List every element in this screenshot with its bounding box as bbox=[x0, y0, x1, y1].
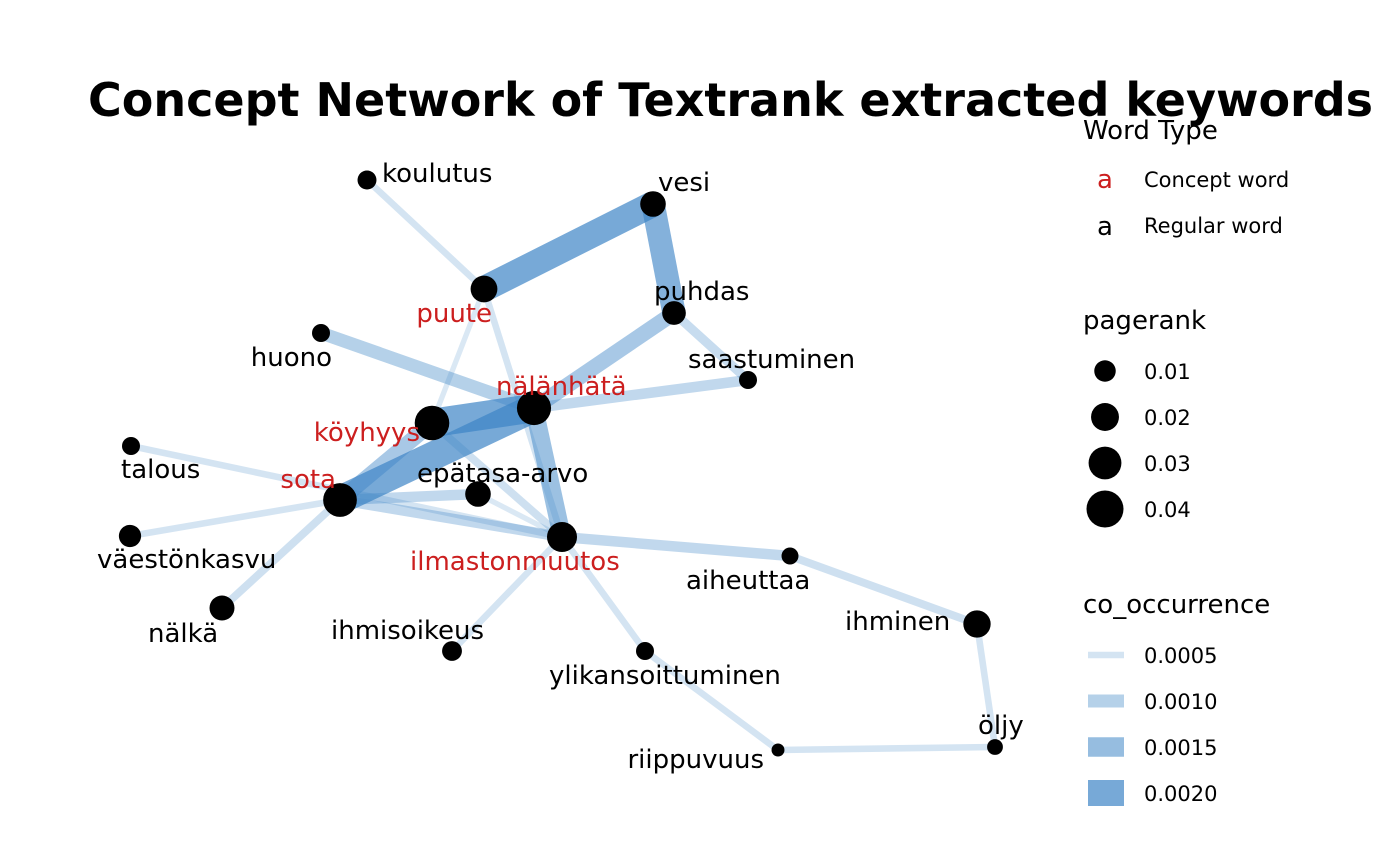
node-sota bbox=[323, 483, 357, 517]
edge-sota-nalka bbox=[219, 497, 343, 611]
legend-co-occurrence-label: 0.0005 bbox=[1144, 644, 1217, 668]
edge-epatasa-ilmasto bbox=[476, 491, 564, 540]
legend: Word Type a Concept word a Regular word … bbox=[1083, 116, 1289, 806]
legend-co-occurrence-title: co_occurrence bbox=[1083, 590, 1270, 620]
node-label-koyhyys: köyhyys bbox=[314, 418, 420, 448]
node-label-aiheuttaa: aiheuttaa bbox=[686, 566, 810, 596]
legend-pagerank-dot bbox=[1094, 360, 1116, 382]
legend-pagerank-label: 0.02 bbox=[1144, 406, 1191, 430]
edge-puute-koyhyys bbox=[429, 288, 487, 424]
node-puute bbox=[470, 275, 498, 303]
node-label-puute: puute bbox=[416, 299, 492, 329]
legend-word-type: Word Type a Concept word a Regular word bbox=[1083, 116, 1289, 242]
edge-sota-koyhyys bbox=[334, 416, 438, 507]
edge-koulutus-puute bbox=[364, 177, 487, 292]
node-label-ilmasto: ilmastonmuutos bbox=[410, 547, 620, 577]
edge-koyhyys-ilmasto bbox=[429, 420, 565, 540]
edge-oljy-riippuvuus bbox=[777, 743, 996, 754]
node-ihminen bbox=[963, 610, 991, 638]
node-vaestonkasvu bbox=[118, 524, 142, 548]
node-riippuvuus bbox=[771, 743, 785, 757]
legend-co-occurrence-label: 0.0020 bbox=[1144, 782, 1217, 806]
edge-ilmasto-ylikansoittuminen bbox=[559, 535, 648, 653]
legend-co-occurrence-label: 0.0015 bbox=[1144, 736, 1217, 760]
edge-nalanhata-saastuminen bbox=[533, 374, 749, 414]
legend-word-type-title: Word Type bbox=[1083, 116, 1218, 146]
edge-sota-ilmasto bbox=[339, 494, 563, 543]
node-label-talous: talous bbox=[121, 455, 200, 485]
edge-sota-nalanhata bbox=[333, 395, 541, 513]
legend-pagerank-label: 0.03 bbox=[1144, 452, 1191, 476]
legend-concept-glyph: a bbox=[1097, 165, 1113, 195]
node-label-ylikansoittuminen: ylikansoittuminen bbox=[549, 661, 781, 691]
figure-title: Concept Network of Textrank extracted ke… bbox=[88, 73, 1373, 127]
legend-regular-glyph: a bbox=[1097, 212, 1113, 242]
node-nalka bbox=[209, 595, 235, 621]
node-huono bbox=[312, 324, 330, 342]
edge-nalanhata-ilmasto bbox=[525, 406, 571, 539]
node-label-sota: sota bbox=[280, 465, 336, 495]
legend-pagerank-items: 0.01 0.02 0.03 0.04 bbox=[1086, 360, 1191, 528]
node-label-epatasa: epätasa-arvo bbox=[417, 459, 588, 489]
edge-ilmasto-ihmisoikeus bbox=[449, 534, 565, 654]
node-label-ihmisoikeus: ihmisoikeus bbox=[331, 616, 484, 646]
legend-pagerank-dot bbox=[1088, 446, 1122, 480]
legend-regular-label: Regular word bbox=[1144, 214, 1283, 238]
node-koulutus bbox=[357, 170, 377, 190]
legend-pagerank-title: pagerank bbox=[1083, 306, 1206, 336]
node-label-nalanhata: nälänhätä bbox=[496, 372, 627, 402]
edge-puhdas-saastuminen bbox=[670, 309, 752, 384]
node-label-nalka: nälkä bbox=[148, 619, 218, 649]
node-label-vaestonkasvu: väestönkasvu bbox=[97, 545, 276, 575]
node-talous bbox=[122, 437, 140, 455]
edge-sota-epatasa bbox=[339, 488, 479, 506]
node-label-oljy: öljy bbox=[978, 711, 1024, 741]
node-oljy bbox=[987, 739, 1003, 755]
node-puhdas bbox=[662, 301, 686, 325]
node-ylikansoittuminen bbox=[636, 642, 654, 660]
edge-vesi-puhdas bbox=[641, 201, 686, 316]
node-nalanhata bbox=[516, 390, 552, 426]
edge-puute-vesi bbox=[478, 192, 659, 301]
node-label-huono: huono bbox=[251, 343, 332, 373]
node-epatasa bbox=[465, 481, 491, 507]
edge-sota-vaestonkasvu bbox=[129, 496, 341, 540]
legend-concept-label: Concept word bbox=[1144, 168, 1289, 192]
legend-co-occurrence-items: 0.0005 0.0010 0.0015 0.0020 bbox=[1088, 644, 1217, 806]
edge-ilmasto-aiheuttaa bbox=[561, 531, 791, 562]
node-ihmisoikeus bbox=[442, 641, 462, 661]
edge-huono-nalanhata bbox=[318, 326, 537, 415]
edge-ihminen-oljy bbox=[973, 623, 999, 748]
legend-pagerank-label: 0.01 bbox=[1144, 360, 1191, 384]
node-vesi bbox=[640, 191, 666, 217]
legend-co-occurrence: co_occurrence 0.0005 0.0010 0.0015 0.0020 bbox=[1083, 590, 1270, 806]
edges-layer bbox=[129, 177, 999, 754]
legend-pagerank-dot bbox=[1086, 490, 1124, 528]
node-saastuminen bbox=[739, 371, 757, 389]
edge-aiheuttaa-ihminen bbox=[788, 552, 979, 628]
legend-pagerank-dot bbox=[1091, 403, 1119, 431]
node-label-saastuminen: saastuminen bbox=[688, 345, 855, 375]
node-koyhyys bbox=[414, 405, 450, 441]
labels-layer: koulutus vesi puute puhdas huono saastuminen n… bbox=[97, 159, 1024, 775]
node-label-puhdas: puhdas bbox=[654, 277, 749, 307]
legend-co-occurrence-label: 0.0010 bbox=[1144, 690, 1217, 714]
node-label-vesi: vesi bbox=[658, 168, 710, 198]
node-label-koulutus: koulutus bbox=[382, 159, 492, 189]
edge-riippuvuus-ylikansoittuminen bbox=[643, 648, 780, 753]
node-ilmasto bbox=[546, 521, 578, 553]
edge-puhdas-nalanhata bbox=[529, 306, 679, 415]
node-label-ihminen: ihminen bbox=[845, 607, 950, 637]
node-aiheuttaa bbox=[781, 547, 799, 565]
nodes-layer bbox=[118, 170, 1003, 757]
node-label-riippuvuus: riippuvuus bbox=[627, 745, 764, 775]
legend-pagerank-label: 0.04 bbox=[1144, 498, 1191, 522]
legend-pagerank: pagerank 0.01 0.02 0.03 0.04 bbox=[1083, 306, 1206, 528]
